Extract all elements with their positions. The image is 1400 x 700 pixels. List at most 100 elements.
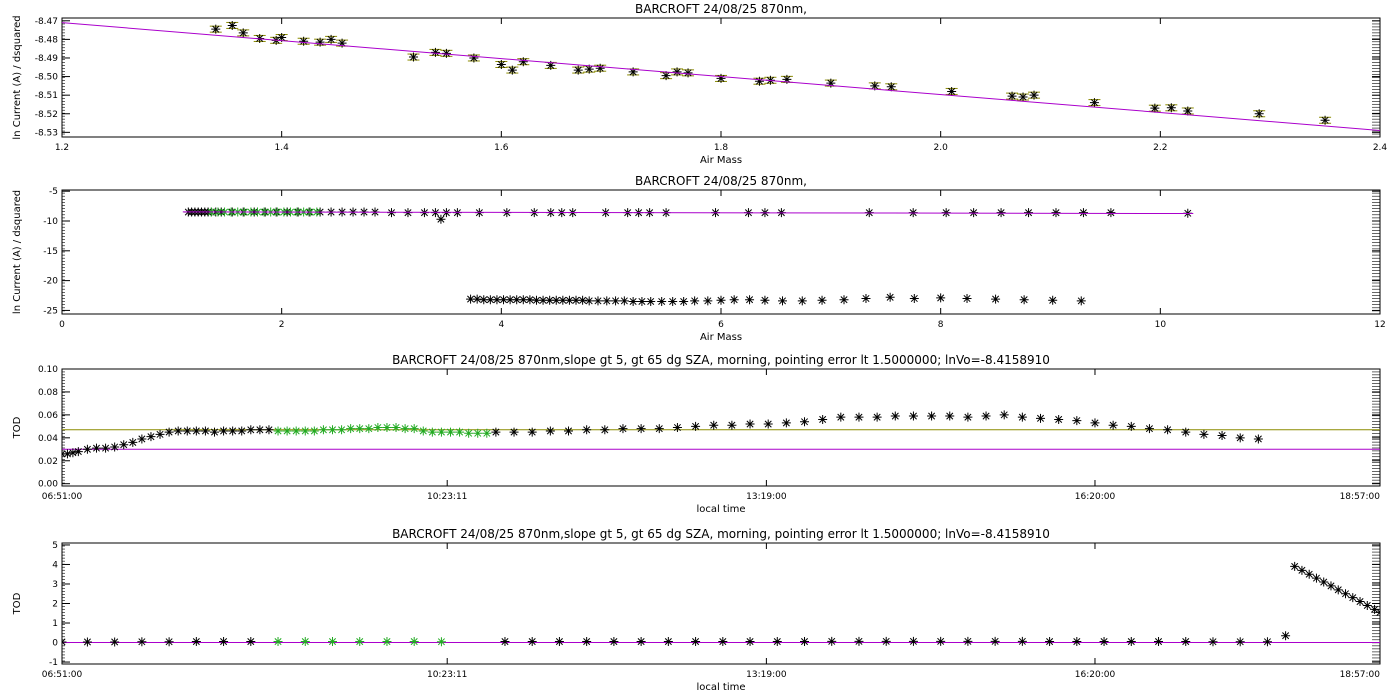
data-point [885,292,895,302]
data-point [839,295,849,305]
data-point [760,295,770,305]
data-point [962,294,972,303]
data-point [191,426,201,436]
data-point [137,637,147,647]
x-tick-label: 1.4 [275,143,290,153]
data-point [466,294,476,304]
data-point [430,47,440,57]
data-point [1017,636,1027,646]
data-point [538,295,548,305]
data-point [683,68,693,78]
data-point [936,636,946,646]
data-point [527,427,537,437]
data-point [469,53,479,63]
data-point [327,425,337,435]
data-point [382,637,392,647]
data-point [584,296,594,306]
x-tick-label: 2 [279,320,285,330]
data-point [509,427,519,437]
data-point [1089,98,1099,108]
data-point [525,295,535,305]
x-tick-label: 10:23:11 [427,492,467,502]
data-point [219,426,229,436]
data-point [1181,637,1191,647]
data-point [408,52,418,62]
plot-area [182,207,1194,306]
plot-area [62,561,1380,647]
data-point [657,296,667,306]
data-point [1235,433,1245,443]
x-tick-label: 16:20:00 [1075,492,1116,502]
data-point [277,33,287,43]
data-point [546,60,556,70]
data-point [691,421,701,431]
data-point [1333,585,1343,595]
y-tick-label: -8.49 [35,54,59,64]
data-point [827,636,837,646]
y-tick-label: 1 [52,619,58,629]
data-point [611,296,621,306]
data-point [211,24,221,34]
data-point [595,63,605,73]
x-tick-label: 13:19:00 [746,492,787,502]
data-point [861,294,871,303]
data-point [836,412,846,422]
data-point [800,417,810,427]
data-point [778,296,788,306]
data-point [578,295,588,305]
data-point [646,296,656,306]
data-point [62,637,67,647]
data-point [1017,412,1027,422]
data-point [499,295,509,305]
data-point [672,423,682,432]
data-point [1355,597,1365,607]
data-point [209,427,219,437]
data-point [1362,600,1372,610]
data-point [817,295,827,305]
fit-line [182,211,1194,215]
data-point [668,296,678,306]
data-point [963,636,973,646]
data-point [797,296,807,306]
data-point [62,449,72,459]
data-point [355,637,365,647]
data-point [1051,208,1061,218]
x-tick-label: 8 [938,320,944,330]
data-point [1007,91,1017,101]
chart-title: BARCROFT 24/08/25 870nm,slope gt 5, gt 6… [392,527,1050,541]
data-point [1106,208,1116,218]
data-point [1235,637,1245,647]
data-point [1375,607,1380,617]
data-point [1326,581,1336,591]
data-point [1099,637,1109,647]
data-point [68,448,78,458]
data-point [1126,637,1136,647]
data-point [1166,103,1176,113]
data-point [82,444,92,454]
data-point [691,637,701,647]
x-tick-label: 18:57:00 [1340,492,1381,502]
data-point [582,425,592,435]
data-point [826,78,836,88]
data-point [593,296,603,306]
data-point [745,295,755,305]
chart-panel-1: BARCROFT 24/08/25 870nm, Air Mass ln Curre… [12,2,1387,166]
data-point [155,429,165,439]
data-point [228,426,238,436]
x-tick-label: 0 [59,320,65,330]
data-point [636,637,646,647]
data-point [619,296,629,306]
data-point [908,411,918,421]
data-point [637,296,647,306]
data-point [473,428,483,438]
data-point [505,295,515,305]
data-point [781,418,791,428]
y-axis-label: ln Current (A) / dsquared [12,190,23,314]
data-point [1253,434,1263,444]
y-tick-label: -15 [43,247,58,257]
data-point [564,426,574,436]
data-point [346,424,356,434]
fit-line [62,22,1380,131]
data-point [146,432,156,442]
